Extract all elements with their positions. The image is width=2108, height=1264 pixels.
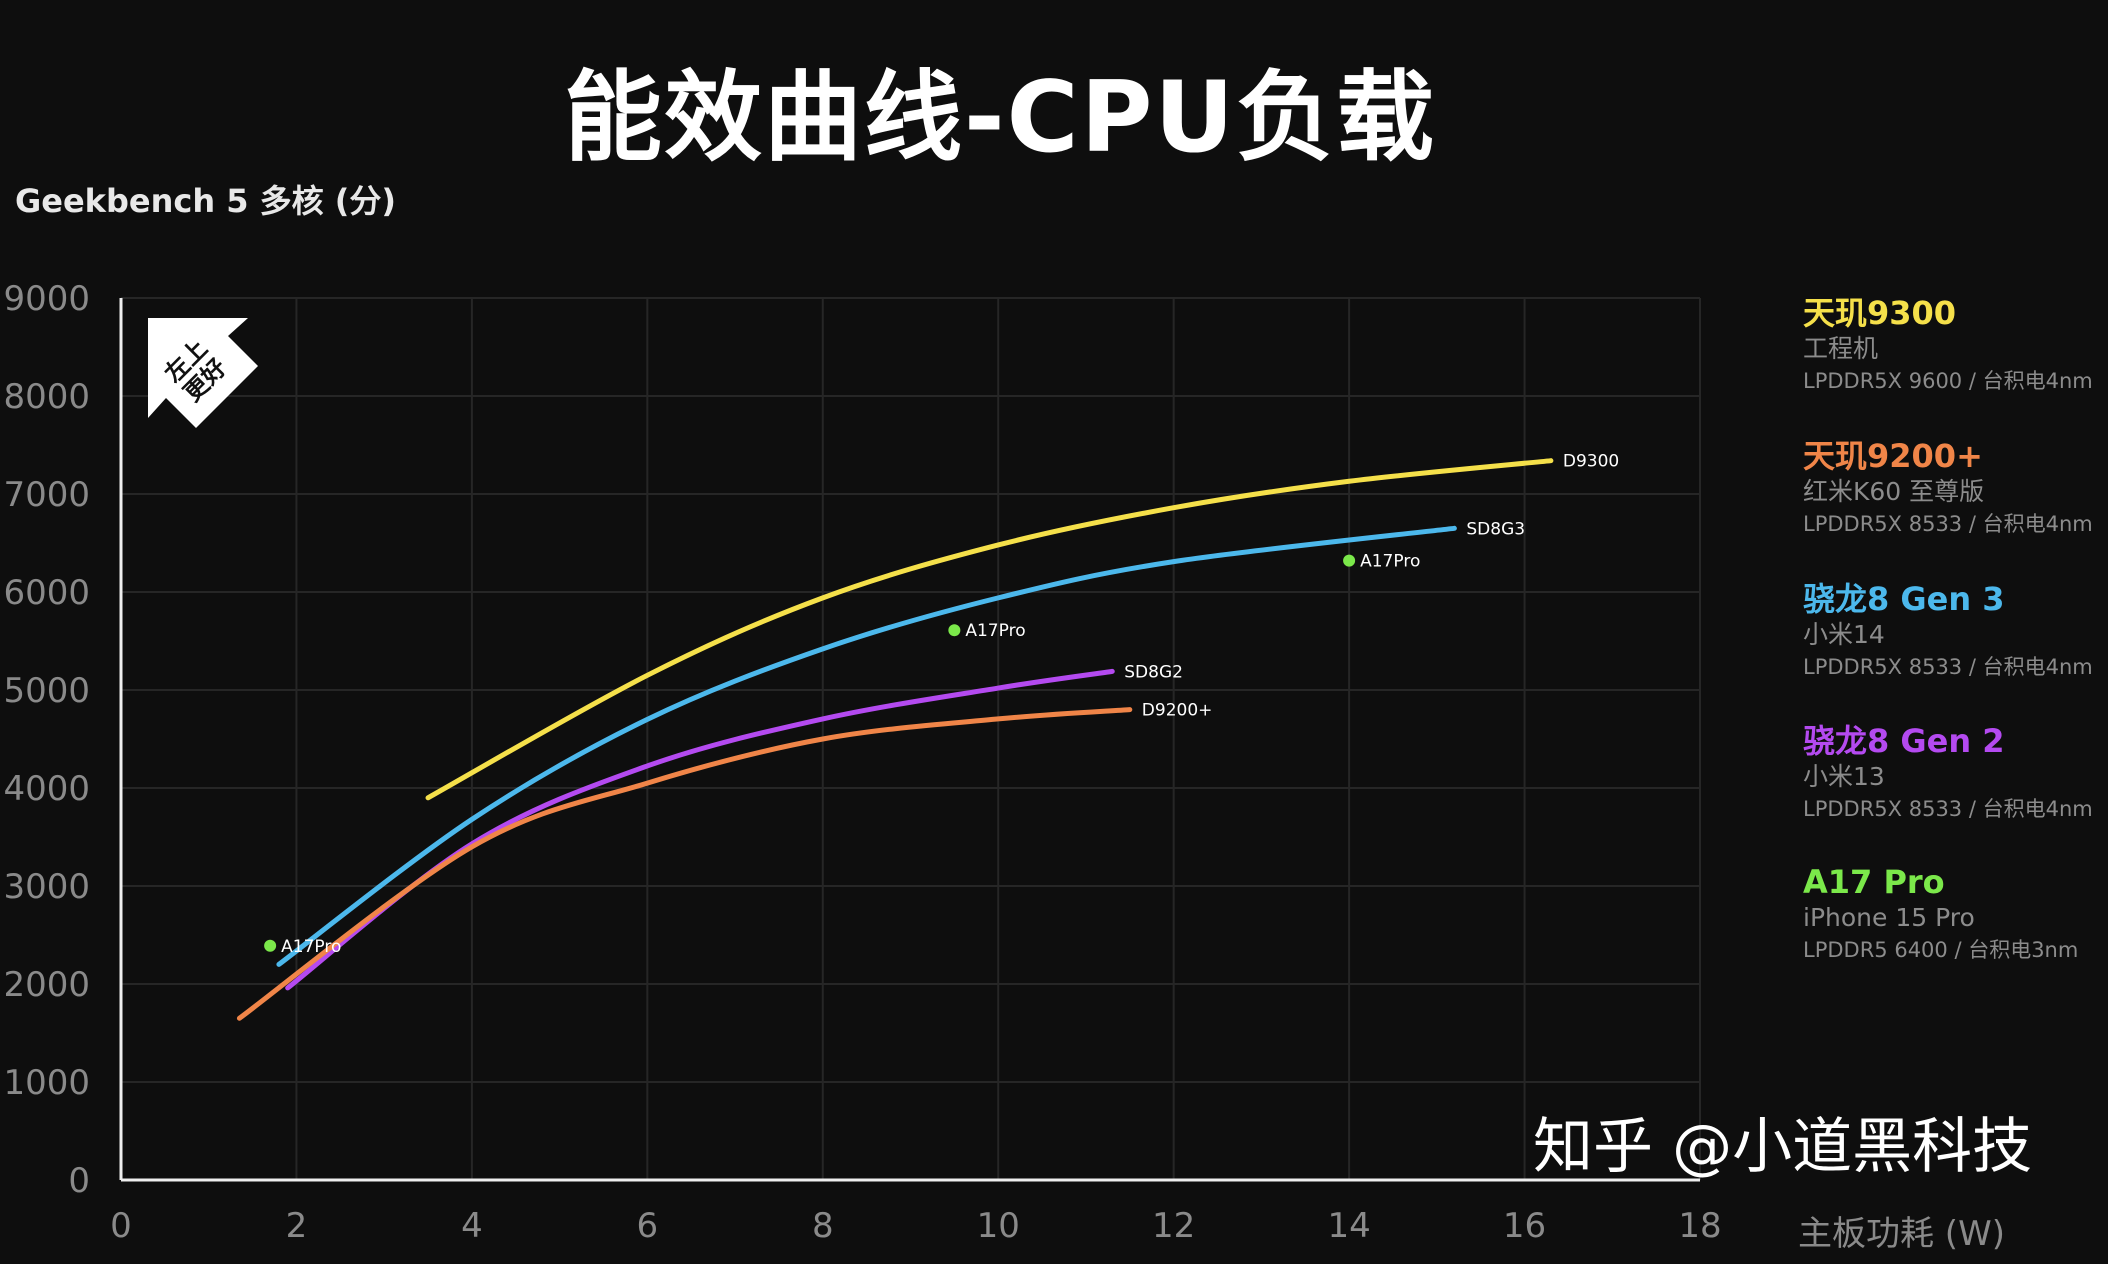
legend-spec: LPDDR5 6400 / 台积电3nm (1803, 938, 2079, 962)
point-label: A17Pro (965, 621, 1025, 641)
legend-item-d9300: 天玑9300 工程机 LPDDR5X 9600 / 台积电4nm (1803, 294, 2093, 396)
page-title: 能效曲线-CPU负载 (564, 61, 1436, 175)
x-tick-label: 4 (461, 1206, 483, 1246)
x-tick-label: 16 (1503, 1206, 1546, 1246)
y-tick-label: 1000 (3, 1063, 90, 1103)
x-tick-label: 6 (637, 1206, 659, 1246)
x-tick-label: 2 (286, 1206, 308, 1246)
legend-device: 红米K60 至尊版 (1803, 477, 1985, 506)
x-axis-label: 主板功耗 (W) (1798, 1214, 2005, 1254)
legend-item-sd8g3: 骁龙8 Gen 3 小米14 LPDDR5X 8533 / 台积电4nm (1803, 580, 2093, 682)
x-tick-label: 8 (812, 1206, 834, 1246)
legend-spec: LPDDR5X 8533 / 台积电4nm (1803, 512, 2093, 536)
series-end-label: D9300 (1563, 452, 1619, 472)
legend-title: A17 Pro (1803, 863, 1945, 901)
y-tick-label: 9000 (3, 279, 90, 319)
legend-spec: LPDDR5X 8533 / 台积电4nm (1803, 797, 2093, 821)
x-tick-label: 14 (1327, 1206, 1370, 1246)
series-end-label: D9200+ (1142, 701, 1213, 721)
y-axis-label: Geekbench 5 多核 (分) (15, 182, 397, 220)
a17pro-point (264, 939, 277, 952)
legend-item-sd8g2: 骁龙8 Gen 2 小米13 LPDDR5X 8533 / 台积电4nm (1803, 722, 2093, 824)
a17pro-point (948, 624, 961, 637)
y-tick-label: 7000 (3, 475, 90, 515)
watermark: 知乎 @小道黑科技 (1533, 1112, 2033, 1182)
a17pro-point (1343, 554, 1356, 567)
legend-title: 骁龙8 Gen 3 (1803, 580, 2005, 618)
y-tick-label: 2000 (3, 965, 90, 1005)
legend-device: 小米13 (1803, 762, 1885, 791)
y-tick-label: 0 (68, 1161, 90, 1201)
upper-left-better-badge: 左上更好 (148, 318, 258, 428)
arrow-icon (148, 318, 258, 428)
legend-item-a17pro: A17 Pro iPhone 15 Pro LPDDR5 6400 / 台积电3… (1803, 863, 2078, 965)
series-line-d9200plus (236, 707, 1133, 1021)
series-end-label: SD8G3 (1466, 519, 1525, 539)
legend-device: iPhone 15 Pro (1803, 903, 1975, 932)
x-tick-label: 0 (110, 1206, 132, 1246)
y-tick-label: 5000 (3, 671, 90, 711)
legend-spec: LPDDR5X 8533 / 台积电4nm (1803, 655, 2093, 679)
legend-item-d9200plus: 天玑9200+ 红米K60 至尊版 LPDDR5X 8533 / 台积电4nm (1803, 437, 2093, 539)
legend-title: 天玑9200+ (1803, 437, 1983, 475)
y-tick-label: 4000 (3, 769, 90, 809)
legend-device: 小米14 (1803, 620, 1885, 649)
series-line-sd8g3 (276, 525, 1457, 967)
y-tick-label: 3000 (3, 867, 90, 907)
series-line-d9300 (425, 458, 1554, 801)
point-label: A17Pro (1360, 552, 1420, 572)
x-tick-label: 10 (977, 1206, 1020, 1246)
y-tick-label: 8000 (3, 377, 90, 417)
legend-title: 天玑9300 (1803, 294, 1957, 332)
x-tick-label: 18 (1678, 1206, 1721, 1246)
series-end-label: SD8G2 (1124, 662, 1183, 682)
legend-spec: LPDDR5X 9600 / 台积电4nm (1803, 369, 2093, 393)
legend-title: 骁龙8 Gen 2 (1803, 722, 2005, 760)
point-label: A17Pro (281, 937, 341, 957)
legend-device: 工程机 (1803, 334, 1879, 363)
y-tick-label: 6000 (3, 573, 90, 613)
x-tick-label: 12 (1152, 1206, 1195, 1246)
